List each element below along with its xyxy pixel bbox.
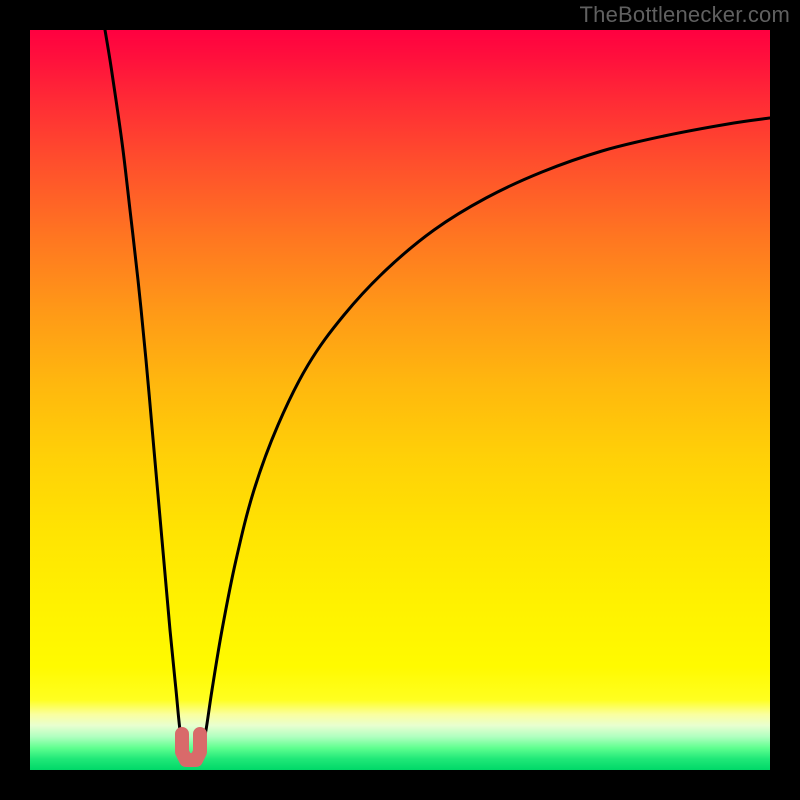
watermark-text: TheBottlenecker.com: [580, 2, 790, 28]
plot-background: [30, 30, 770, 770]
chart-container: TheBottlenecker.com: [0, 0, 800, 800]
bottleneck-plot: [30, 30, 770, 770]
